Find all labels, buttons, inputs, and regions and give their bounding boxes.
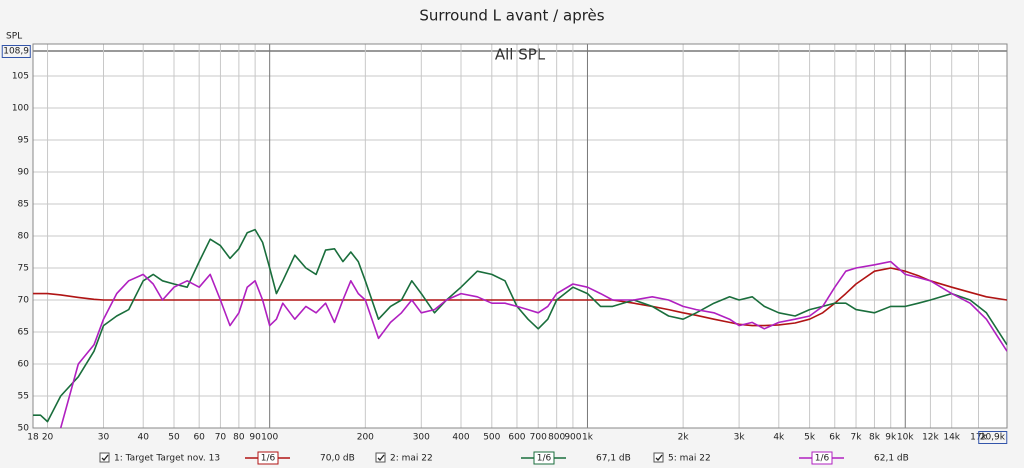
y-tick-label: 50 bbox=[18, 424, 30, 434]
y-tick-label: 80 bbox=[18, 231, 30, 241]
series-line bbox=[33, 228, 1007, 423]
x-tick-label: 300 bbox=[413, 433, 430, 443]
x-tick-label: 9k bbox=[885, 433, 897, 443]
x-tick-label: 20 bbox=[42, 433, 54, 443]
x-tick-label: 30 bbox=[98, 433, 110, 443]
x-tick-label: 900 bbox=[564, 433, 581, 443]
legend-name: 2: mai 22 bbox=[390, 454, 433, 464]
legend-name: 5: mai 22 bbox=[668, 454, 711, 464]
x-tick-label: 5k bbox=[804, 433, 816, 443]
x-tick-label: 60 bbox=[193, 433, 205, 443]
y-tick-label: 100 bbox=[12, 103, 29, 113]
x-tick-label: 70 bbox=[215, 433, 227, 443]
y-tick-label: 95 bbox=[18, 135, 29, 145]
x-tick-label: 12k bbox=[922, 433, 939, 443]
checkmark bbox=[101, 454, 109, 461]
x-tick-label: 14k bbox=[943, 433, 960, 443]
legend-name: 1: Target Target nov. 13 bbox=[114, 454, 220, 464]
y-tick-label: 65 bbox=[18, 327, 29, 337]
x-tick-label: 40 bbox=[137, 433, 149, 443]
legend-smoothing: 1/6 bbox=[261, 454, 276, 464]
x-tick-label: 50 bbox=[168, 433, 180, 443]
legend-level: 67,1 dB bbox=[596, 454, 631, 464]
x-tick-label: 20,9k bbox=[980, 433, 1006, 443]
smoothing-box[interactable] bbox=[533, 451, 555, 465]
x-tick-label: 600 bbox=[508, 433, 525, 443]
smoothing-box[interactable] bbox=[257, 451, 279, 465]
x-tick-label: 2k bbox=[678, 433, 690, 443]
x-tick-label: 10k bbox=[897, 433, 914, 443]
x-tick-label: 800 bbox=[548, 433, 565, 443]
annotation: All SPL bbox=[495, 46, 546, 64]
plot-border bbox=[32, 43, 1008, 429]
checkmark bbox=[377, 454, 385, 461]
checkmark bbox=[655, 454, 663, 461]
x-tick-label: 400 bbox=[452, 433, 469, 443]
x-tick-label: 3k bbox=[734, 433, 746, 443]
legend-level: 70,0 dB bbox=[320, 454, 355, 464]
legend-checkbox[interactable] bbox=[99, 452, 110, 463]
x-tick-label: 8k bbox=[869, 433, 881, 443]
y-tick-label: 105 bbox=[12, 71, 29, 81]
y-tick-label: 60 bbox=[18, 359, 30, 369]
x-tick-label: 100 bbox=[261, 433, 278, 443]
y-tick-label: 108,9 bbox=[3, 47, 29, 57]
x-tick-label: 18 bbox=[27, 433, 39, 443]
y-tick-label: 55 bbox=[18, 391, 29, 401]
y-tick-label: 75 bbox=[18, 263, 29, 273]
y-tick-label: 70 bbox=[18, 295, 30, 305]
legend-smoothing: 1/6 bbox=[815, 454, 830, 464]
x-tick-label: 1k bbox=[582, 433, 594, 443]
series-line bbox=[33, 267, 1007, 327]
x-tick-label: 80 bbox=[233, 433, 245, 443]
x-tick-label: 4k bbox=[773, 433, 785, 443]
y-tick-label: 90 bbox=[18, 167, 30, 177]
x-tick-label: 700 bbox=[530, 433, 547, 443]
legend-checkbox[interactable] bbox=[653, 452, 664, 463]
x-tick-label: 500 bbox=[483, 433, 500, 443]
y-tick-label: 85 bbox=[18, 199, 29, 209]
x-tick-label: 6k bbox=[829, 433, 841, 443]
series-line bbox=[59, 260, 1007, 428]
x-tick-label: 200 bbox=[357, 433, 374, 443]
legend-checkbox[interactable] bbox=[375, 452, 386, 463]
smoothing-box[interactable] bbox=[811, 451, 833, 465]
axis-limit-box bbox=[978, 431, 1008, 444]
x-tick-label: 90 bbox=[249, 433, 261, 443]
legend-level: 62,1 dB bbox=[874, 454, 909, 464]
x-tick-label: 7k bbox=[851, 433, 863, 443]
y-axis-label: SPL bbox=[6, 32, 22, 42]
chart-title: Surround L avant / après bbox=[419, 7, 604, 25]
legend-smoothing: 1/6 bbox=[537, 454, 552, 464]
axis-limit-box bbox=[1, 45, 31, 58]
